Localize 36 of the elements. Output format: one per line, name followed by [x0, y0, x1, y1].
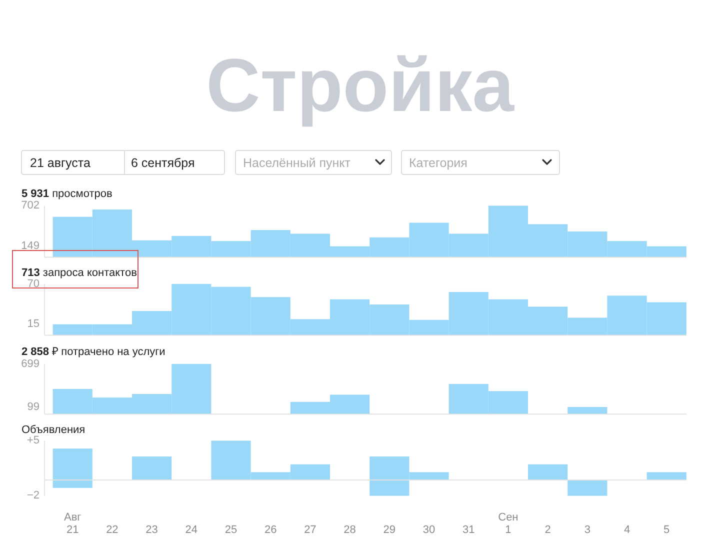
x-tick-label: 3 — [584, 524, 590, 536]
bar — [528, 464, 568, 480]
bar — [568, 406, 608, 414]
x-tick-label: 30 — [422, 524, 436, 536]
x-tick-label: 2 — [544, 524, 551, 536]
chart-title: Объявления — [22, 424, 86, 436]
x-tick-label: 26 — [264, 524, 277, 536]
date-range-field: 21 августа 6 сентября — [21, 150, 225, 175]
x-tick-label: 22 — [106, 524, 118, 536]
y-tick-label: −2 — [26, 490, 40, 502]
bar — [568, 480, 608, 496]
x-tick-label: 4 — [624, 524, 630, 536]
y-tick-label: 149 — [21, 240, 40, 252]
x-tick-label: 25 — [224, 524, 238, 536]
x-tick-label: 31 — [462, 524, 475, 536]
y-tick-label: 699 — [21, 358, 40, 370]
x-tick-label: Сен 1 — [498, 511, 518, 536]
chart-title: 2 858 ₽ потрачено на услуги — [22, 346, 166, 358]
x-tick-label: 24 — [185, 524, 198, 536]
bar — [646, 472, 686, 480]
dropdown-field: Населённый пункт — [235, 150, 392, 175]
x-tick-label: 29 — [383, 524, 396, 536]
y-tick-label: 702 — [21, 200, 40, 212]
x-tick-label: 27 — [304, 524, 316, 536]
x-tick-label: 5 — [664, 524, 670, 536]
chart-title: 713 запроса контактов — [22, 267, 138, 279]
x-tick-label: 28 — [344, 524, 356, 536]
y-tick-label: 70 — [27, 278, 40, 290]
dropdown-field: Категория — [401, 150, 560, 175]
y-tick-label: 99 — [27, 400, 40, 413]
x-tick-label: 23 — [146, 524, 158, 536]
y-tick-label: 15 — [27, 318, 40, 330]
x-tick-label: Авг 21 — [64, 511, 82, 536]
bar — [132, 456, 172, 480]
chart-title: 5 931 просмотров — [22, 188, 112, 200]
y-tick-label: +5 — [26, 434, 40, 447]
